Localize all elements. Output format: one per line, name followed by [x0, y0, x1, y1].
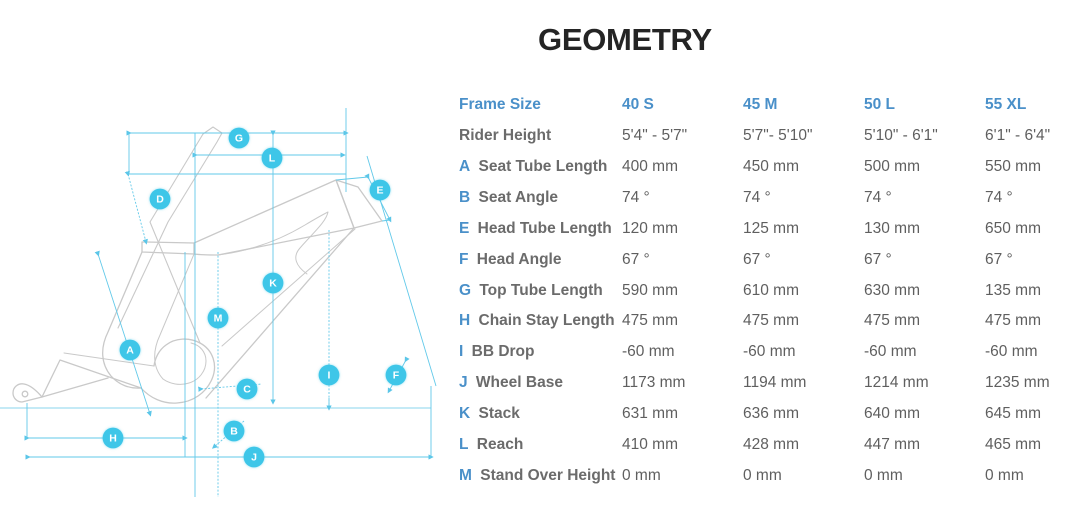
svg-text:K: K [269, 278, 277, 290]
svg-text:C: C [243, 384, 251, 396]
svg-text:M: M [214, 313, 223, 325]
svg-text:F: F [393, 370, 400, 382]
svg-text:A: A [126, 345, 134, 357]
svg-text:G: G [235, 133, 243, 145]
svg-text:B: B [230, 426, 238, 438]
svg-text:H: H [109, 433, 117, 445]
svg-text:E: E [376, 185, 383, 197]
svg-text:J: J [251, 452, 257, 464]
svg-text:I: I [328, 370, 331, 382]
svg-text:D: D [156, 194, 164, 206]
svg-text:L: L [269, 153, 276, 165]
